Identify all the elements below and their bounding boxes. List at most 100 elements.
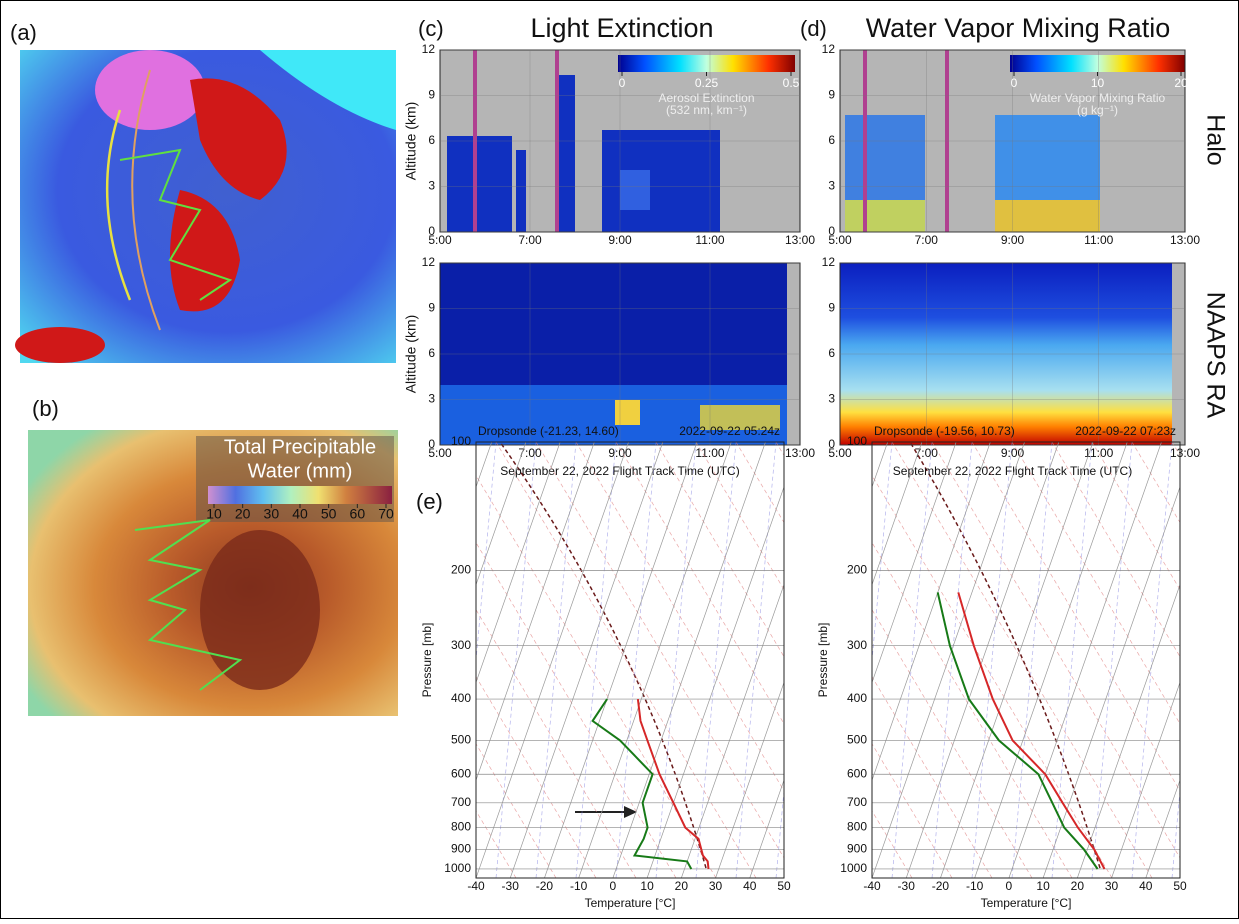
label: 12 xyxy=(422,255,436,269)
moist-adiabat xyxy=(775,786,784,878)
label: 0 xyxy=(828,224,835,238)
dry-adiabat xyxy=(872,609,1033,878)
isotherm xyxy=(749,779,784,878)
label: Light Extinction xyxy=(530,13,713,43)
label: 600 xyxy=(847,766,867,780)
satellite-map xyxy=(15,50,396,363)
label: 800 xyxy=(451,820,471,834)
parcel-curve xyxy=(499,441,707,869)
label: 50 xyxy=(777,879,791,893)
dry-adiabat xyxy=(495,442,757,878)
label: (c) xyxy=(418,16,444,41)
dry-adiabat xyxy=(1212,442,1239,878)
moist-adiabat xyxy=(1212,442,1239,878)
label: 7:00 xyxy=(518,233,542,247)
label: (a) xyxy=(10,20,37,45)
label: 0 xyxy=(1006,879,1013,893)
dry-adiabat xyxy=(615,442,784,725)
label: Temperature [°C] xyxy=(981,896,1072,910)
label: Total Precipitable xyxy=(224,436,376,458)
moist-adiabat xyxy=(732,442,772,878)
label: NAAPS RA xyxy=(1201,292,1229,419)
label: 20 xyxy=(675,879,689,893)
dry-adiabat xyxy=(1131,442,1180,524)
skew-t xyxy=(492,442,1239,878)
label: 200 xyxy=(847,563,867,577)
isotherm xyxy=(905,442,1060,878)
label: -30 xyxy=(502,879,520,893)
label: 13:00 xyxy=(1170,233,1200,247)
label: 40 xyxy=(743,879,757,893)
moist-adiabat xyxy=(735,442,777,878)
label: 9 xyxy=(428,88,435,102)
moist-adiabat xyxy=(1171,786,1180,878)
label: 6 xyxy=(828,346,835,360)
dry-adiabat xyxy=(695,442,784,591)
label: 7:00 xyxy=(915,233,939,247)
isotherm xyxy=(476,442,629,878)
label: 13:00 xyxy=(785,446,815,460)
dry-adiabat xyxy=(1011,442,1180,725)
label: Pressure [mb] xyxy=(816,623,830,698)
label: 50 xyxy=(321,506,337,522)
label: 800 xyxy=(847,820,867,834)
label: -20 xyxy=(932,879,950,893)
label: 6 xyxy=(428,133,435,147)
moist-adiabat xyxy=(476,442,497,664)
label: Water Vapor Mixing Ratio xyxy=(866,13,1171,43)
dry-adiabat xyxy=(872,541,1073,878)
moist-adiabat xyxy=(652,442,692,878)
moist-adiabat xyxy=(1051,442,1093,878)
temperature-profile xyxy=(957,592,1106,870)
label: 11:00 xyxy=(695,233,724,247)
label: 100 xyxy=(847,434,867,448)
label: 7:00 xyxy=(518,446,542,460)
label: 40 xyxy=(1139,879,1153,893)
label: Water Vapor Mixing Ratio xyxy=(1030,91,1166,105)
dewpoint-profile xyxy=(591,698,693,870)
label: (e) xyxy=(416,489,443,514)
label: Dropsonde (-19.56, 10.73) xyxy=(874,424,1015,438)
label: September 22, 2022 Flight Track Time (UT… xyxy=(893,464,1132,478)
moist-adiabat xyxy=(695,442,737,878)
dry-adiabat xyxy=(1051,442,1180,658)
label: 12 xyxy=(822,255,836,269)
label: 2022-09-22 05:24z xyxy=(679,424,780,438)
dry-adiabat xyxy=(931,442,1180,859)
label: 500 xyxy=(847,733,867,747)
label: 60 xyxy=(350,506,366,522)
moist-adiabat xyxy=(615,442,657,878)
moist-adiabat xyxy=(1176,442,1216,878)
label: 300 xyxy=(847,638,867,652)
moist-adiabat xyxy=(1131,442,1173,878)
isotherm xyxy=(715,681,784,878)
isotherm xyxy=(872,442,991,782)
isotherm xyxy=(1179,876,1180,878)
plot-frame xyxy=(871,441,1181,879)
label: 400 xyxy=(847,691,867,705)
isotherm xyxy=(1111,681,1180,878)
label: 11:00 xyxy=(1084,446,1113,460)
dry-adiabat xyxy=(575,442,784,792)
label: 9 xyxy=(428,301,435,315)
moist-adiabat xyxy=(492,442,532,878)
label: 6 xyxy=(828,133,835,147)
label: 3 xyxy=(828,179,835,193)
isotherm xyxy=(1042,485,1180,878)
isotherm xyxy=(578,442,732,878)
moist-adiabat xyxy=(1091,442,1133,878)
label: Dropsonde (-21.23, 14.60) xyxy=(478,424,619,438)
label: 10 xyxy=(640,879,654,893)
moist-adiabat xyxy=(931,442,973,878)
label: 9:00 xyxy=(1001,233,1025,247)
dry-adiabat xyxy=(891,442,1153,878)
label: Altitude (km) xyxy=(403,315,419,394)
dry-adiabat xyxy=(872,676,993,878)
moist-adiabat xyxy=(575,442,617,878)
label: 600 xyxy=(451,766,471,780)
isotherm xyxy=(544,442,698,878)
dewpoint-profile xyxy=(936,592,1099,870)
isotherm xyxy=(872,442,923,586)
label: 0 xyxy=(428,437,435,451)
